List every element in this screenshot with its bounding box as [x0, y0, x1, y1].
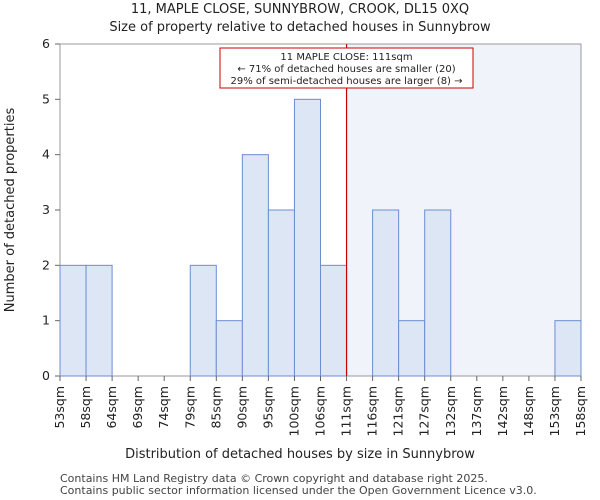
x-tick-label: 116sqm	[365, 386, 380, 436]
x-tick-label: 90sqm	[234, 386, 249, 429]
bar-127sqm	[424, 209, 452, 377]
bar-90sqm	[241, 154, 269, 377]
y-tick-label: 4	[42, 147, 50, 162]
bar-79sqm	[189, 264, 217, 377]
bar-95sqm	[267, 209, 295, 377]
y-tick-label: 2	[42, 257, 50, 272]
x-tick-label: 111sqm	[339, 386, 354, 436]
y-tick-label: 1	[42, 313, 50, 328]
plot-area: 0 1 2 3 4 5 6 53sqm 58sqm 64sqm 69sqm 74sqm 79sqm 85s…	[42, 36, 588, 436]
annotation-box	[219, 47, 474, 89]
x-tick-label: 137sqm	[469, 386, 484, 436]
x-tick-label: 132sqm	[443, 386, 458, 436]
chart-title: 11, MAPLE CLOSE, SUNNYBROW, CROOK, DL15 …	[131, 2, 469, 17]
chart-subtitle: Size of property relative to detached ho…	[109, 20, 491, 35]
bar-100sqm	[293, 98, 322, 377]
bar-121sqm	[398, 320, 426, 377]
footer-licence: Contains public sector information licen…	[60, 484, 537, 497]
annotation-line-3: 29% of semi-detached houses are larger (…	[230, 76, 462, 87]
bar-58sqm	[85, 264, 113, 377]
y-tick-label: 6	[42, 36, 50, 51]
bar-53sqm	[59, 264, 87, 377]
x-tick-label: 79sqm	[182, 386, 197, 429]
x-tick-label: 74sqm	[156, 386, 171, 429]
bar-85sqm	[215, 320, 243, 377]
x-tick-label: 127sqm	[417, 386, 432, 436]
x-tick-label: 100sqm	[286, 386, 301, 436]
x-tick-label: 153sqm	[547, 386, 562, 436]
x-tick-label: 58sqm	[78, 386, 93, 429]
x-tick-label: 64sqm	[104, 386, 119, 429]
y-axis-label: Number of detached properties	[3, 108, 18, 313]
x-tick-label: 106sqm	[313, 386, 328, 436]
y-tick-label: 3	[42, 202, 50, 217]
bar-116sqm	[372, 209, 400, 377]
x-tick-label: 69sqm	[130, 386, 145, 429]
x-axis-label: Distribution of detached houses by size …	[125, 447, 475, 462]
x-tick-label: 142sqm	[495, 386, 510, 436]
x-tick-label: 85sqm	[208, 386, 223, 429]
x-tick-label: 121sqm	[391, 386, 406, 436]
x-tick-label: 95sqm	[260, 386, 275, 429]
footer-copyright: Contains HM Land Registry data © Crown c…	[60, 472, 488, 485]
y-tick-label: 0	[42, 368, 50, 383]
x-tick-label: 53sqm	[52, 386, 67, 429]
x-tick-label: 158sqm	[573, 386, 588, 436]
x-tick-label: 148sqm	[521, 386, 536, 436]
annotation-line-1: 11 MAPLE CLOSE: 111sqm	[280, 52, 412, 63]
annotation-line-2: ← 71% of detached houses are smaller (20…	[237, 64, 455, 75]
bar-106sqm	[320, 264, 348, 377]
y-tick-label: 5	[42, 91, 50, 106]
bar-153sqm	[554, 320, 582, 377]
